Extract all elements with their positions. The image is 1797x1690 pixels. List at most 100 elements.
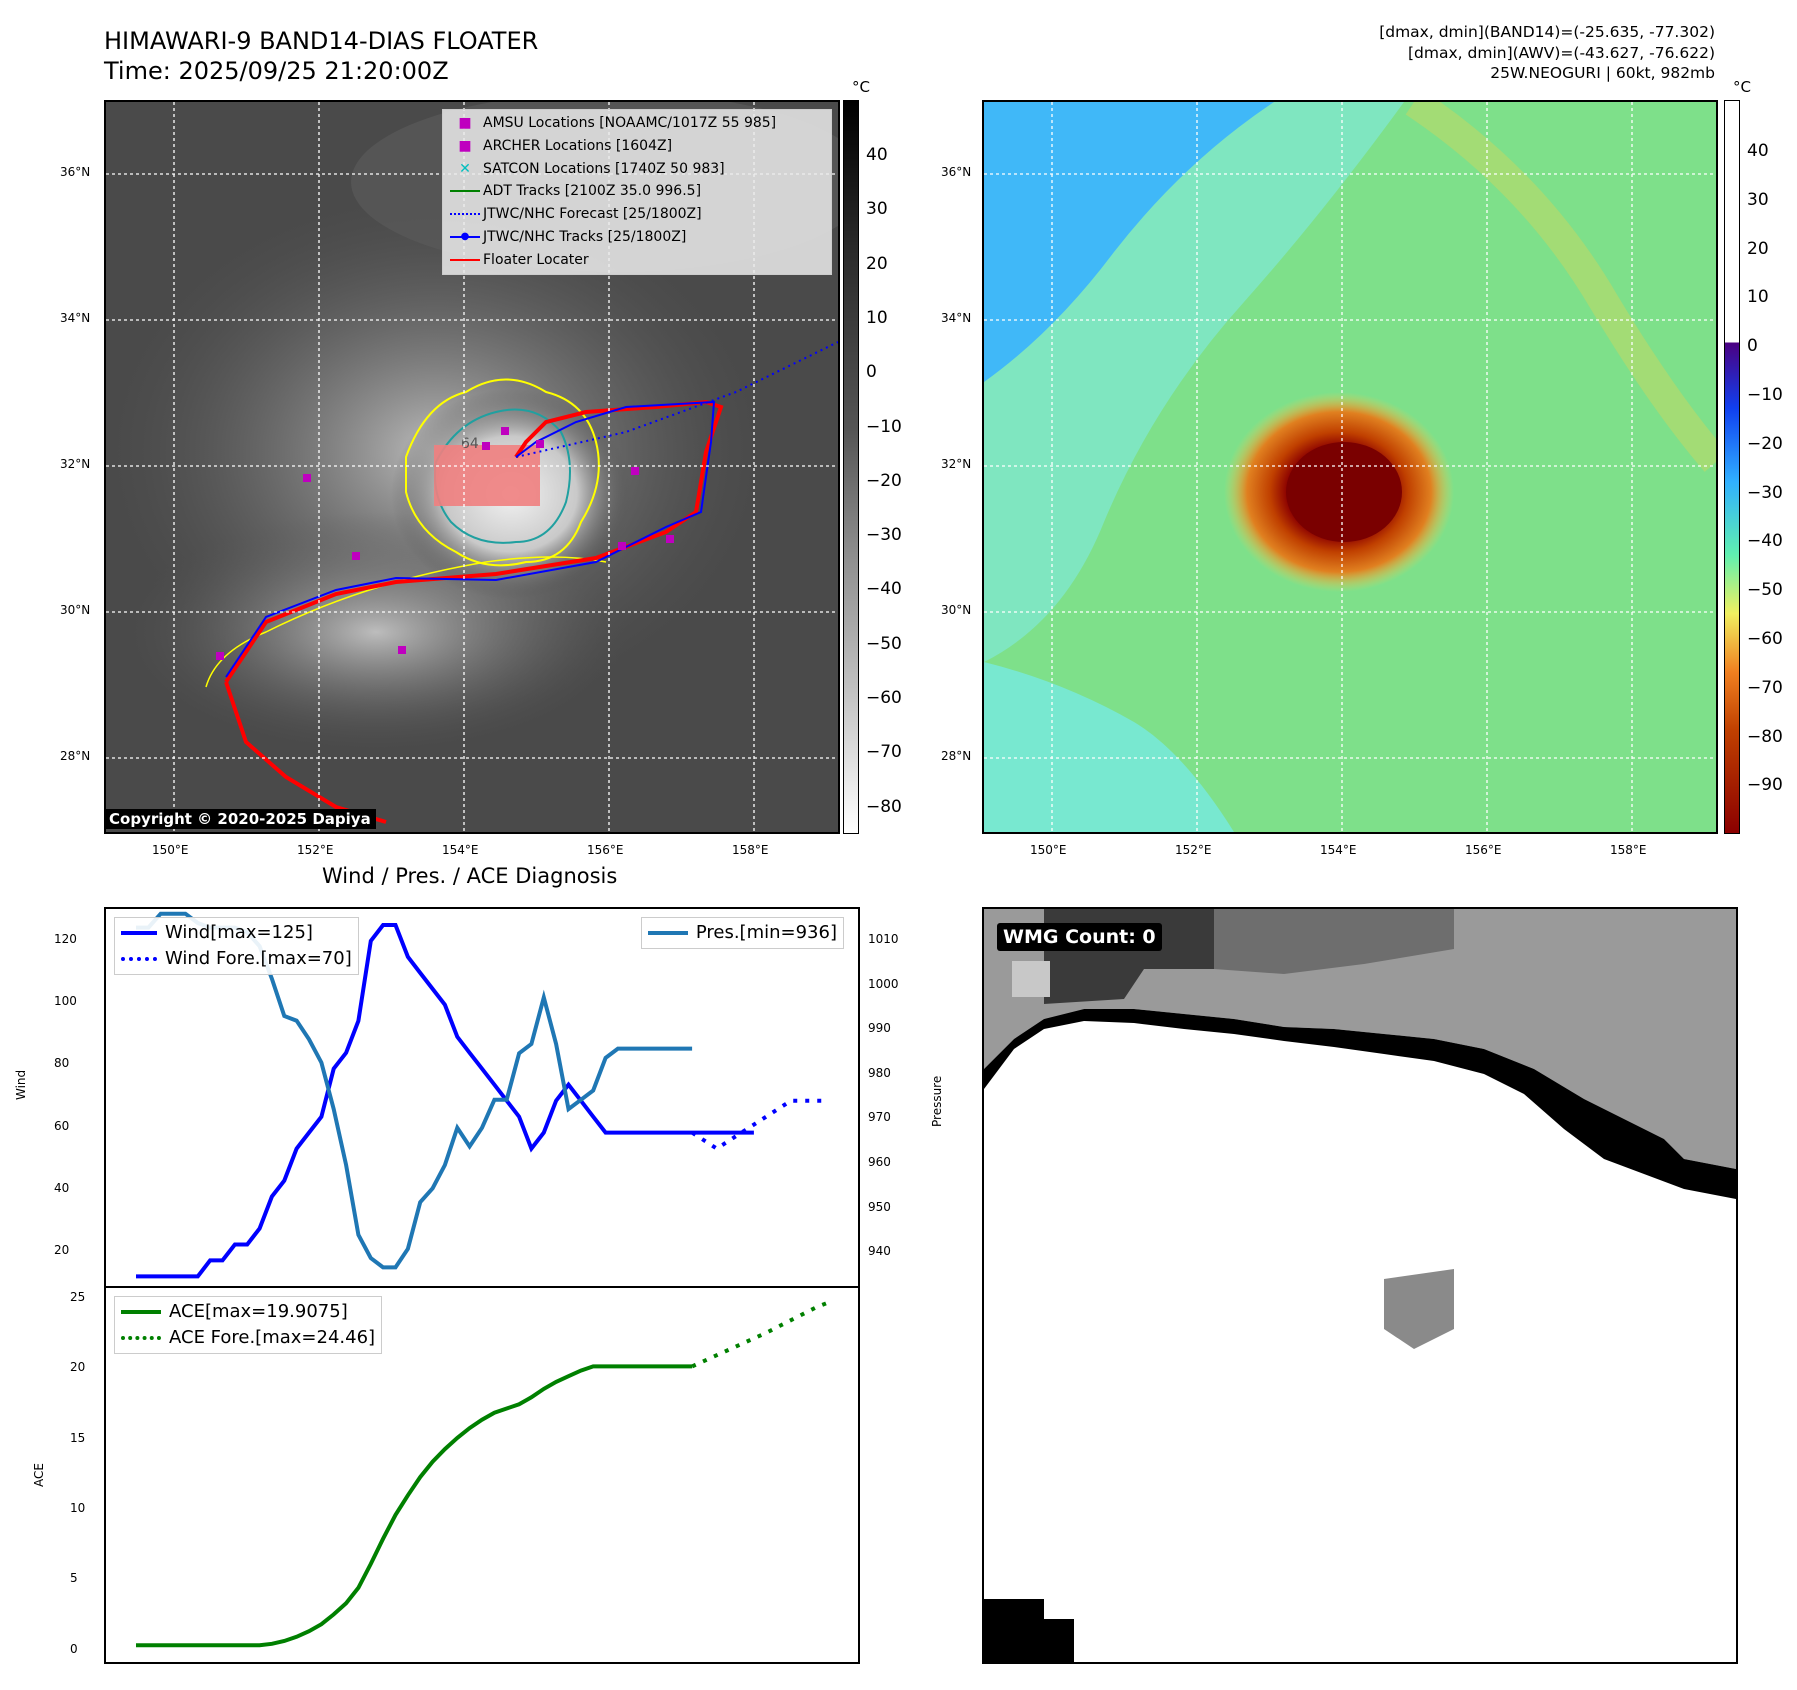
awv-colorbar-tick-10: −60: [1747, 629, 1783, 649]
pressure-legend: Pres.[min=936]: [640, 917, 844, 949]
awv-colorbar-tick-12: −80: [1747, 726, 1783, 747]
wmg-light-block: [1012, 961, 1050, 997]
copyright: Copyright © 2020-2025 Dapiya: [104, 809, 376, 829]
ir-colorbar-tick-1: 30: [866, 199, 888, 220]
x-icon: ✕: [459, 160, 471, 177]
wmg-gray-region: [984, 909, 1736, 1169]
jtwc-track: [225, 400, 716, 678]
lon-label-154: 154°E: [442, 843, 479, 857]
line-icon: [647, 931, 688, 935]
awv-colorbar: [1724, 100, 1740, 834]
ace-tick-2: 15: [70, 1430, 86, 1445]
wind-tick-4: 40: [54, 1180, 70, 1195]
storm-info: [dmax, dmin](BAND14)=(-25.635, -77.302) …: [1379, 22, 1715, 84]
awv-range: [dmax, dmin](AWV)=(-43.627, -76.622): [1408, 43, 1715, 62]
pressure-tick-6: 950: [868, 1199, 891, 1214]
lon-label-150: 150°E: [152, 843, 189, 857]
awv-lat-label-28: 28°N: [941, 749, 972, 763]
pressure-axis-label: Pressure: [930, 1075, 944, 1127]
awv-lon-label-154: 154°E: [1320, 843, 1357, 857]
line-dot-icon: ●: [447, 232, 483, 242]
lat-label-32: 32°N: [60, 457, 91, 471]
ir-colorbar-tick-9: −50: [866, 633, 902, 654]
legend-amsu: ■ AMSU Locations [NOAAMC/1017Z 55 985]: [447, 112, 827, 135]
awv-colorbar-tick-7: −30: [1747, 482, 1783, 503]
wind-axis-label: Wind: [14, 1069, 28, 1100]
square-icon: ■: [458, 115, 472, 131]
red-track: [224, 399, 724, 684]
legend-wind: Wind[max=125]: [121, 920, 352, 946]
legend-archer: ■ ARCHER Locations [1604Z]: [447, 135, 827, 158]
lon-label-152: 152°E: [297, 843, 334, 857]
ace-tick-0: 25: [70, 1290, 86, 1304]
ace-legend: ACE[max=19.9075] ACE Fore.[max=24.46]: [114, 1296, 383, 1354]
wind-fore-max-line: [691, 1098, 828, 1151]
awv-lon-label-158: 158°E: [1610, 843, 1647, 857]
legend-tracks: ● JTWC/NHC Tracks [25/1800Z]: [447, 226, 827, 249]
awv-grid: [984, 102, 1716, 832]
contour-label: 64: [461, 436, 479, 452]
ir-colorbar-tick-10: −60: [866, 688, 902, 708]
wind-tick-3: 60: [54, 1118, 70, 1133]
dotted-line-icon: [447, 213, 483, 216]
ir-colorbar-tick-6: −20: [866, 470, 902, 491]
wind-max-line: [136, 923, 754, 1279]
line-icon: [447, 190, 483, 193]
ir-colorbar-tick-11: −70: [866, 742, 902, 763]
awv-colorbar-tick-3: 10: [1747, 287, 1769, 308]
wmg-panel: [982, 907, 1738, 1664]
awv-colorbar-tick-6: −20: [1747, 433, 1783, 454]
awv-colorbar-unit: °C: [1733, 78, 1751, 96]
line-icon: [121, 1310, 161, 1314]
legend-wind-fore: Wind Fore.[max=70]: [121, 946, 352, 972]
pressure-tick-0: 1010: [868, 932, 899, 946]
dotted-line-icon: [121, 957, 157, 961]
square-icon: ■: [458, 137, 472, 154]
wind-legend: Wind[max=125] Wind Fore.[max=70]: [114, 917, 359, 975]
lon-label-158: 158°E: [732, 843, 769, 857]
wind-tick-1: 100: [54, 994, 77, 1009]
pressure-tick-1: 1000: [868, 976, 899, 991]
wmg-corner-block: [984, 1599, 1074, 1662]
ir-colorbar-tick-0: 40: [866, 145, 888, 165]
dry-tongue: [984, 102, 1274, 382]
ace-fore-max-line: [691, 1300, 829, 1369]
lat-label-36: 36°N: [60, 165, 91, 179]
awv-lat-label-30: 30°N: [941, 603, 972, 617]
awv-colorbar-tick-11: −70: [1747, 677, 1783, 698]
ir-map-panel: 64 ■ AMSU Locations [NOAAMC/1017Z 55 985]…: [104, 100, 840, 834]
ace-axis-label: ACE: [32, 1463, 46, 1487]
ir-colorbar-unit: °C: [852, 78, 870, 96]
lat-label-30: 30°N: [60, 603, 91, 617]
ir-colorbar-tick-12: −80: [866, 796, 902, 817]
wind-tick-2: 80: [54, 1056, 70, 1071]
awv-colorbar-tick-13: −90: [1747, 775, 1783, 796]
ir-colorbar-tick-5: −10: [866, 416, 902, 437]
awv-lon-label-156: 156°E: [1465, 843, 1502, 857]
line-icon: [447, 258, 483, 261]
awv-colorbar-tick-2: 20: [1747, 238, 1769, 259]
ir-colorbar-tick-2: 20: [866, 253, 888, 274]
lon-label-156: 156°E: [587, 843, 624, 857]
ir-colorbar: [843, 100, 859, 834]
contour-yellow: [405, 378, 600, 567]
ir-colorbar-tick-4: 0: [866, 362, 877, 383]
ir-colorbar-tick-7: −30: [866, 525, 902, 546]
ace-tick-1: 20: [70, 1360, 86, 1375]
pressure-tick-7: 940: [868, 1244, 891, 1259]
wmg-count-badge: WMG Count: 0: [997, 923, 1162, 951]
pressure-tick-5: 960: [868, 1155, 891, 1169]
contour-teal: [434, 408, 571, 544]
map-legend: ■ AMSU Locations [NOAAMC/1017Z 55 985] ■ A…: [442, 109, 832, 275]
awv-colorbar-tick-8: −40: [1747, 531, 1783, 552]
ace-max-line: [136, 1364, 693, 1648]
lat-label-28: 28°N: [60, 749, 91, 763]
awv-colorbar-tick-4: 0: [1747, 336, 1758, 357]
wind-pressure-panel: Wind[max=125] Wind Fore.[max=70] Pres.[m…: [104, 907, 860, 1288]
wmg-black-edge: [984, 1009, 1736, 1199]
amsu-points: [216, 427, 674, 660]
ace-chart: [136, 1300, 829, 1648]
awv-colorbar-tick-0: 40: [1747, 141, 1769, 161]
legend-satcon: ✕ SATCON Locations [1740Z 50 983]: [447, 158, 827, 181]
pressure-tick-3: 980: [868, 1065, 891, 1080]
